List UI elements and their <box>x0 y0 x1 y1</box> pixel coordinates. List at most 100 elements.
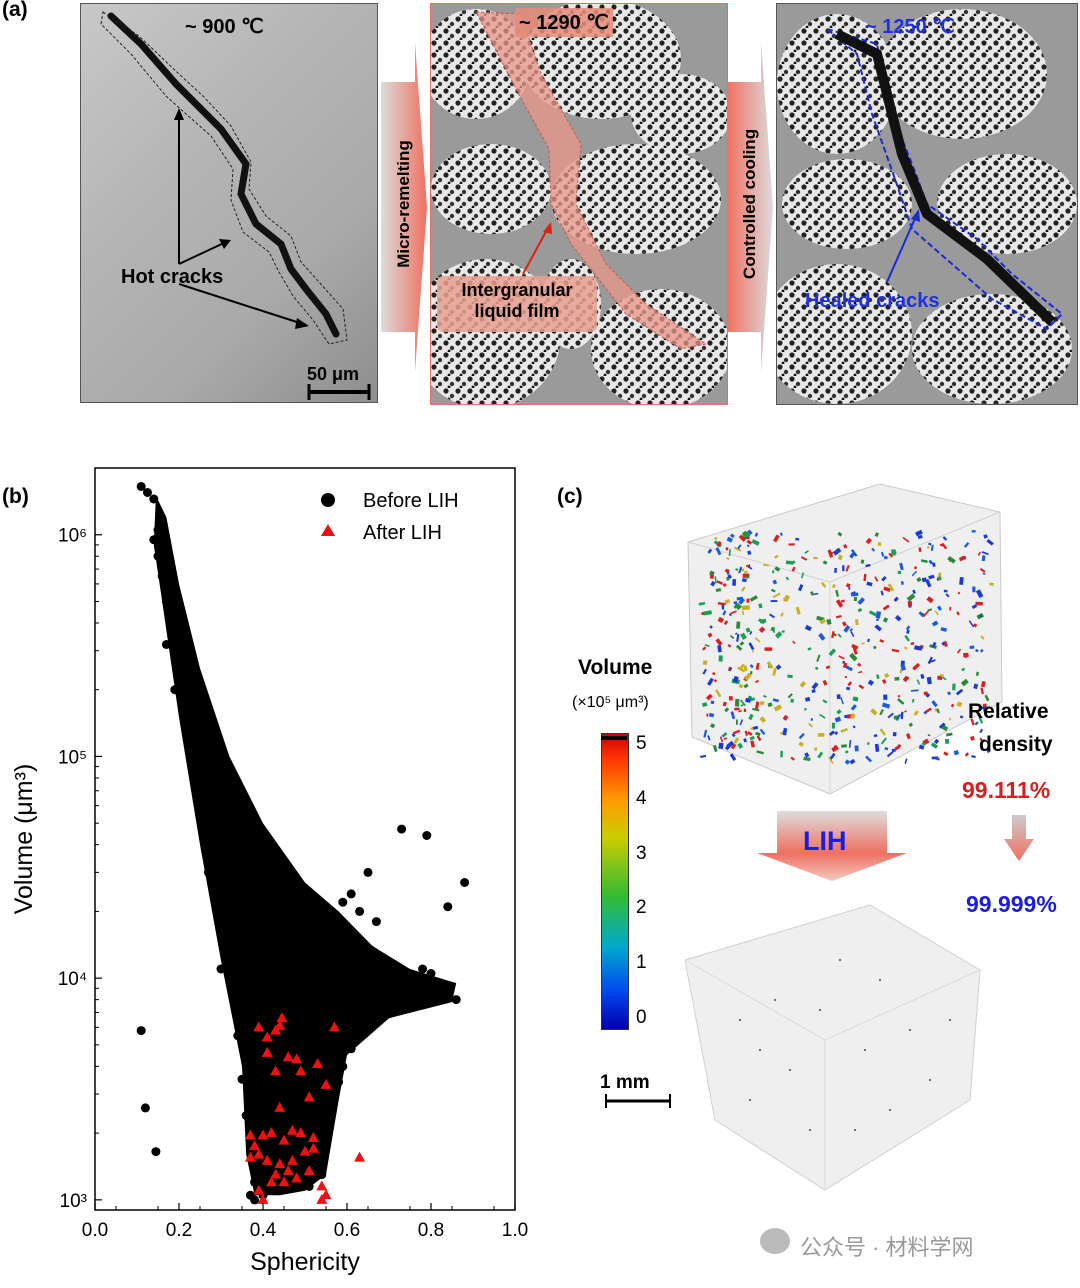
pore <box>826 618 832 625</box>
point-before-lih <box>208 767 218 777</box>
pore <box>804 624 812 632</box>
pore <box>900 711 904 720</box>
pore <box>702 668 707 675</box>
pore <box>741 578 747 583</box>
pore <box>754 637 761 643</box>
pore <box>852 647 858 655</box>
point-after-lih <box>261 1031 273 1042</box>
pore <box>905 733 911 740</box>
point-after-lih <box>253 1148 265 1159</box>
pore <box>881 575 887 582</box>
pore <box>752 725 759 730</box>
point-before-lih <box>136 1026 146 1036</box>
pore <box>930 544 934 551</box>
pore <box>977 551 981 556</box>
pore <box>780 750 783 758</box>
point-before-lih <box>287 1138 297 1148</box>
pore <box>787 693 793 699</box>
pore <box>718 655 723 662</box>
pore <box>955 688 964 696</box>
point-before-lih <box>342 941 352 951</box>
pore <box>931 700 938 708</box>
pore <box>908 605 912 608</box>
pore <box>868 610 877 617</box>
pore <box>773 627 775 633</box>
pore <box>773 704 783 712</box>
point-before-lih <box>203 867 213 877</box>
y-tick-label: 10⁵ <box>58 747 87 768</box>
point-before-lih <box>143 488 152 497</box>
pore <box>937 605 942 611</box>
pore <box>910 641 915 646</box>
pore <box>728 696 733 701</box>
x-tick-label: 0.2 <box>166 1220 192 1241</box>
pore <box>758 603 763 609</box>
healed-cracks-label: Healed cracks <box>805 290 940 312</box>
pore <box>707 735 711 741</box>
pore <box>729 533 735 539</box>
point-before-lih <box>300 1005 310 1015</box>
pore <box>792 640 796 644</box>
point-before-lih <box>170 685 180 695</box>
pore <box>972 586 976 593</box>
pore <box>740 586 746 592</box>
pore <box>934 610 940 616</box>
point-before-lih <box>275 948 285 958</box>
point-after-lih <box>274 1158 286 1169</box>
pore <box>906 593 916 602</box>
pore <box>842 662 848 669</box>
point-before-lih <box>161 557 171 567</box>
point-before-lih <box>342 989 352 999</box>
pore <box>742 531 751 539</box>
pore <box>738 683 744 689</box>
point-after-lih <box>244 1129 256 1140</box>
point-before-lih <box>371 917 381 927</box>
pore <box>785 560 793 565</box>
pore <box>705 693 713 701</box>
point-before-lih <box>254 1119 264 1129</box>
pore <box>960 678 969 687</box>
pore <box>883 694 888 700</box>
point-after-lih <box>278 1134 290 1145</box>
pore <box>825 665 831 670</box>
point-before-lih <box>250 1177 260 1187</box>
pore <box>735 644 743 651</box>
pore <box>942 536 948 541</box>
pore <box>980 680 986 688</box>
scale-bar-label-c: 1 mm <box>600 1072 650 1093</box>
pore <box>893 596 899 602</box>
pore <box>961 667 966 672</box>
pore <box>726 557 730 560</box>
point-after-lih <box>282 1051 294 1062</box>
density-after: 99.999% <box>966 891 1057 917</box>
pore <box>795 606 801 615</box>
pore <box>840 697 844 705</box>
pore <box>906 629 910 634</box>
pore <box>764 647 773 651</box>
pore <box>770 600 778 602</box>
point-after-lih <box>265 1176 277 1187</box>
pore <box>817 751 824 759</box>
pore <box>912 662 921 671</box>
remelting-drawing <box>431 4 727 404</box>
pore <box>774 554 779 559</box>
pore <box>836 709 842 715</box>
pore <box>749 664 754 669</box>
pore <box>758 626 766 633</box>
pore <box>756 750 764 755</box>
pore <box>732 579 736 586</box>
point-before-lih <box>182 734 192 744</box>
pore <box>816 654 821 663</box>
density-title-2: density <box>979 733 1053 756</box>
pore <box>920 673 925 680</box>
pore <box>971 755 976 759</box>
pore <box>973 683 979 690</box>
pore <box>714 576 717 584</box>
pore <box>726 740 735 749</box>
point-before-lih <box>392 989 402 999</box>
pore <box>927 656 933 665</box>
pore <box>979 737 983 742</box>
pore <box>774 566 781 572</box>
pore <box>745 575 749 579</box>
pore <box>850 713 856 720</box>
